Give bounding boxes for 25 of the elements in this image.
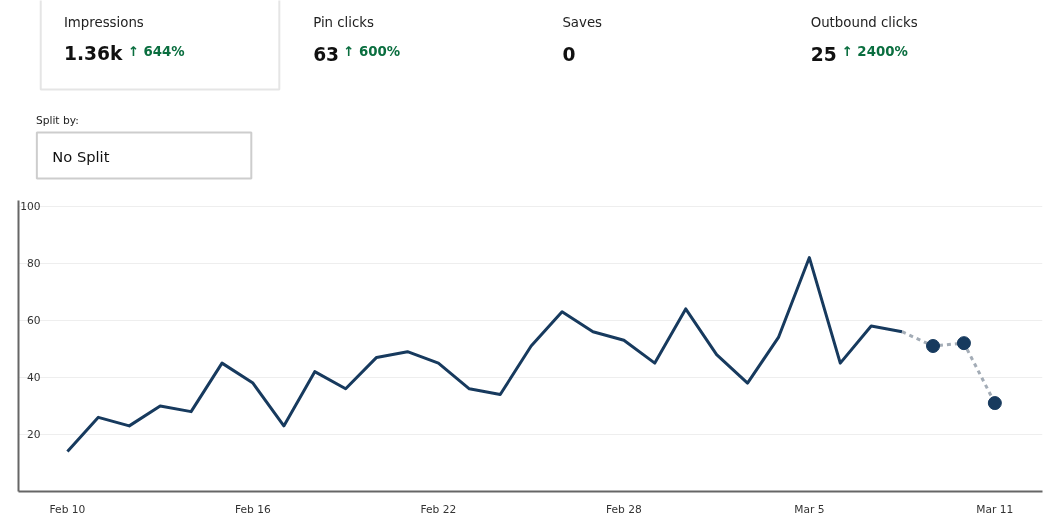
x-tick-label: Mar 11 <box>976 502 1014 516</box>
x-tick-label: Feb 10 <box>49 502 86 516</box>
text: ↑ 2400% <box>841 44 908 59</box>
text: Impressions <box>63 15 144 30</box>
x-tick-label: Feb 22 <box>420 502 457 516</box>
x-tick-label: Mar 5 <box>794 502 825 516</box>
y-tick-label: 60 <box>26 314 41 328</box>
text: No Split <box>52 148 110 165</box>
y-tick-label: 100 <box>20 200 41 214</box>
text: Outbound clicks <box>810 15 918 30</box>
line-series <box>65 256 904 454</box>
y-tick-label: 80 <box>26 257 41 271</box>
text: 0 <box>562 43 576 65</box>
text: 25 <box>810 43 837 65</box>
text: ↑ 600% <box>343 44 401 59</box>
x-tick-label: Feb 16 <box>235 502 272 516</box>
text: Saves <box>562 15 603 30</box>
text: Split by: <box>35 114 79 127</box>
text: ↑ 644% <box>127 44 185 59</box>
x-tick-label: Feb 28 <box>605 502 643 516</box>
y-tick-label: 40 <box>26 371 41 385</box>
text: 63 <box>313 43 340 65</box>
text: 1.36k <box>63 43 123 64</box>
y-tick-label: 20 <box>26 428 41 442</box>
text: Pin clicks <box>313 15 375 30</box>
